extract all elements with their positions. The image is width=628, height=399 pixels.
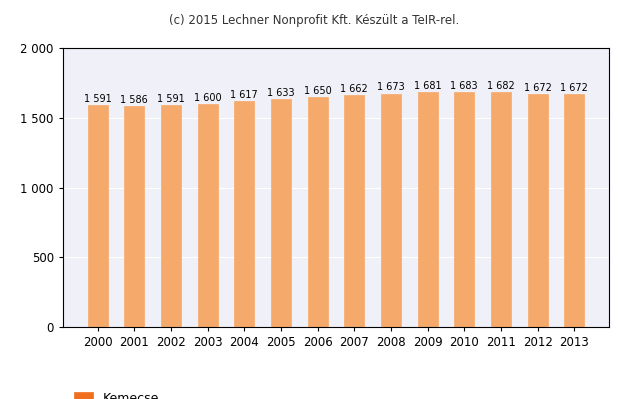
Bar [344,95,364,327]
Bar [198,104,218,327]
Bar [124,106,144,327]
Bar [491,92,511,327]
Bar [88,105,108,327]
Text: 1 633: 1 633 [267,88,295,98]
Text: 1 650: 1 650 [304,86,332,96]
Bar [308,97,328,327]
Text: 1 586: 1 586 [121,95,148,105]
Bar [418,93,438,327]
Bar [564,94,584,327]
Text: 1 600: 1 600 [194,93,222,103]
Text: (c) 2015 Lechner Nonprofit Kft. Készült a TeIR-rel.: (c) 2015 Lechner Nonprofit Kft. Készült … [169,14,459,27]
Text: 1 672: 1 672 [560,83,588,93]
Bar [454,92,474,327]
Text: 1 683: 1 683 [450,81,478,91]
Bar [161,105,181,327]
Bar [381,93,401,327]
Bar [234,101,254,327]
Bar [271,99,291,327]
Text: 1 617: 1 617 [230,90,258,100]
Bar [528,94,548,327]
Text: 1 681: 1 681 [414,81,441,91]
Text: 1 673: 1 673 [377,83,405,93]
Text: 1 591: 1 591 [84,94,112,104]
Text: 1 672: 1 672 [524,83,551,93]
Text: 1 591: 1 591 [157,94,185,104]
Text: 1 662: 1 662 [340,84,368,94]
Legend: Kemecse: Kemecse [69,387,164,399]
Text: 1 682: 1 682 [487,81,515,91]
